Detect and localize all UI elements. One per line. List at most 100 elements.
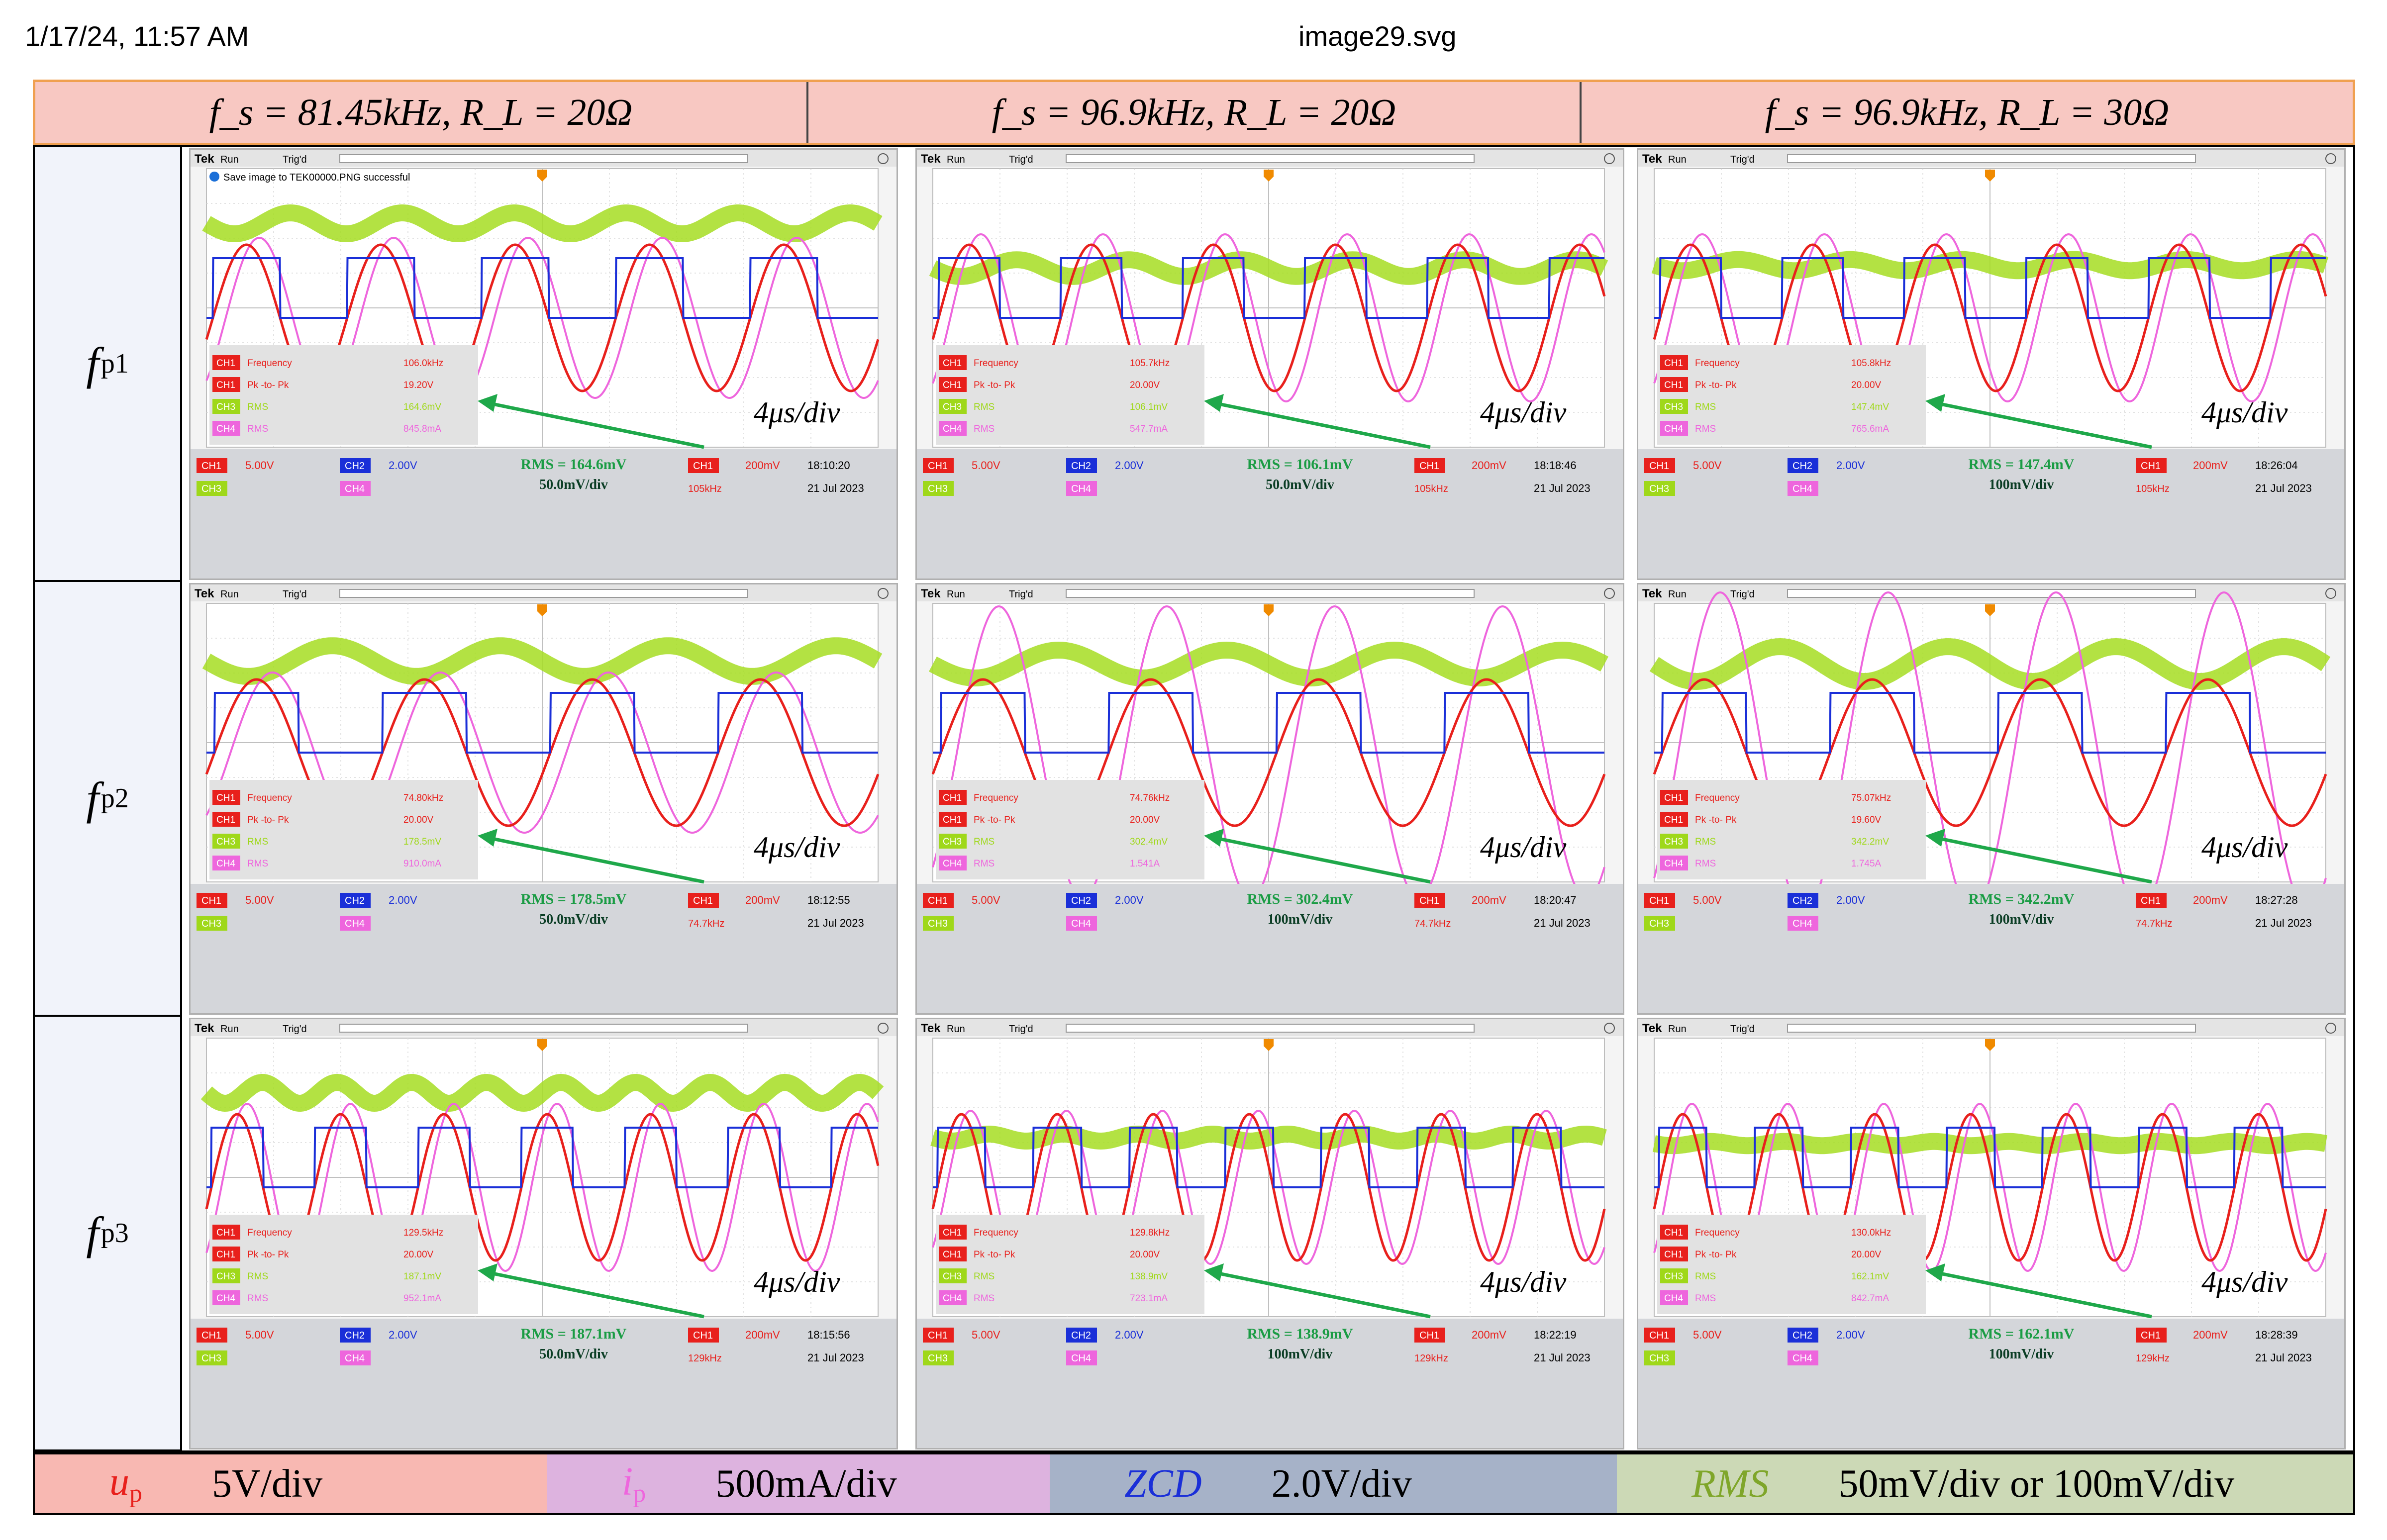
measure-value-freq: 105.7kHz [1130, 358, 1170, 369]
scope-run-status: Run [1668, 1024, 1687, 1035]
channel-tag [1066, 893, 1097, 908]
trigger-frequency: 129kHz [688, 1353, 722, 1364]
trigger-frequency: 74.7kHz [1414, 918, 1451, 929]
channel-tag [1066, 1328, 1097, 1343]
ch2-scale: 2.00V [389, 894, 417, 906]
scope-bottom-bar [917, 449, 1623, 578]
time-div-label: 4μs/div [754, 1265, 840, 1298]
scope-run-status: Run [220, 154, 239, 165]
help-icon [878, 588, 889, 599]
trigger-marker-icon [1985, 604, 1995, 616]
help-icon [2325, 153, 2336, 164]
measure-label-pkpk: Pk -to- Pk [247, 1250, 289, 1260]
channel-tag [1066, 916, 1097, 931]
measure-label-freq: Frequency [974, 358, 1018, 369]
channel-tag [1660, 812, 1688, 827]
channel-tag [212, 399, 240, 414]
measure-label-pkpk: Pk -to- Pk [247, 380, 289, 390]
channel-tag [1414, 458, 1445, 473]
measure-value-freq: 74.76kHz [1130, 793, 1170, 803]
scope-panel-r1-c1: Tek Run Trig'd Save image to TEK00000.PNG s… [189, 148, 898, 580]
rms-arrow-line [1932, 400, 2152, 449]
time-div-label: 4μs/div [1480, 831, 1567, 864]
channel-tag-label: CH1 [928, 895, 948, 906]
scope-panel-r2-c2: Tek Run Trig'd CH1 Frequency 74.76kHz CH1 Pk -t… [915, 583, 1624, 1015]
scope-brand: Tek [921, 152, 941, 166]
trigger-frequency: 129kHz [2136, 1353, 2170, 1364]
channel-tag-label: CH2 [345, 1330, 365, 1341]
rms-waveform [202, 204, 883, 243]
scope-panel-r2-c1: Tek Run Trig'd CH1 Frequency 74.80kHz CH1 Pk -t… [189, 583, 898, 1015]
legend-scale: 50mV/div or 100mV/div [1838, 1461, 2235, 1506]
voltage-waveform [1653, 1113, 2327, 1262]
measure-value-rms-i: 547.7mA [1130, 424, 1168, 434]
rms-waveform [929, 251, 1608, 285]
trigger-frequency: 105kHz [688, 483, 722, 494]
column-header-1: f_s = 81.45kHz, R_L = 20Ω [35, 82, 808, 143]
measure-label-rms-i: RMS [1695, 1293, 1716, 1304]
measure-value-rms-i: 723.1mA [1130, 1293, 1168, 1304]
measure-label-rms-i: RMS [247, 1293, 268, 1304]
channel-tag-label: CH1 [2141, 1330, 2161, 1341]
save-message: Save image to TEK00000.PNG successful [223, 172, 410, 183]
channel-tag-label: CH4 [1071, 1353, 1091, 1364]
scope-record-bar [1787, 589, 2196, 598]
channel-tag-label: CH1 [1649, 1330, 1669, 1341]
channel-tag-label: CH3 [201, 483, 221, 494]
channel-tag-label: CH1 [216, 793, 235, 803]
channel-tag [1788, 1350, 1818, 1365]
channel-tag [197, 893, 227, 908]
capture-time: 18:10:20 [807, 459, 850, 472]
rms-arrow-head [1925, 394, 1945, 412]
scope-brand: Tek [1642, 587, 1662, 600]
channel-tag-label: CH3 [943, 837, 962, 847]
rms-waveform [1651, 251, 2329, 280]
channel-tag [1066, 1350, 1097, 1365]
channel-tag [212, 355, 240, 370]
measurement-box [209, 345, 478, 445]
rms-arrow-head [1925, 1263, 1945, 1281]
ch1-scale: 5.00V [245, 1329, 274, 1341]
trigger-level: 200mV [2193, 459, 2228, 472]
row-label-sub: p3 [100, 1218, 129, 1249]
scope-brand: Tek [195, 152, 214, 166]
scope-grid: f p1 f p2 f p3 Tek Run Trig'd Save image to TEK00… [33, 145, 2355, 1452]
channel-tag-label: CH1 [928, 461, 948, 472]
rms-div-label: 50.0mV/div [539, 912, 608, 927]
trigger-frequency: 105kHz [1414, 483, 1448, 494]
scope-trig-status: Trig'd [1009, 1024, 1033, 1035]
scope-trig-status: Trig'd [283, 589, 307, 600]
measure-label-freq: Frequency [1695, 358, 1740, 369]
channel-tag-label: CH1 [943, 358, 962, 369]
channel-tag [923, 1350, 954, 1365]
measure-label-rms-i: RMS [1695, 859, 1716, 869]
channel-tag-label: CH1 [1649, 895, 1669, 906]
channel-tag-label: CH3 [928, 1353, 948, 1364]
rms-div-label: 100mV/div [1989, 477, 2054, 492]
scope-record-bar [1066, 1024, 1475, 1033]
scope-svg: Tek Run Trig'd CH1 Frequency 129.8kHz CH1 Pk -t… [917, 1019, 1623, 1448]
channel-tag-label: CH1 [216, 380, 235, 390]
scope-panel-r3-c3: Tek Run Trig'd CH1 Frequency 130.0kHz CH1 Pk -t… [1637, 1018, 2346, 1449]
scope-trig-status: Trig'd [283, 154, 307, 165]
trigger-level: 200mV [1472, 459, 1506, 472]
row-label-1: f p1 [35, 147, 182, 582]
ch1-scale: 5.00V [245, 459, 274, 472]
rms-arrow-line [485, 1270, 704, 1319]
zcd-waveform [1654, 1127, 2326, 1188]
current-waveform [1653, 1102, 2327, 1272]
capture-time: 18:12:55 [807, 894, 850, 906]
measure-value-rms-v: 342.2mV [1851, 837, 1889, 847]
channel-tag-label: CH3 [216, 837, 235, 847]
capture-time: 18:26:04 [2255, 459, 2298, 472]
channel-tag [212, 1268, 240, 1283]
measure-label-rms-v: RMS [974, 402, 995, 412]
channel-tag-label: CH3 [943, 402, 962, 412]
measure-value-pkpk: 20.00V [1130, 815, 1160, 825]
measure-value-rms-v: 164.6mV [403, 402, 441, 412]
channel-tag [688, 1328, 719, 1343]
measure-value-rms-i: 842.7mA [1851, 1293, 1889, 1304]
scope-svg: Tek Run Trig'd CH1 Frequency 130.0kHz CH1 Pk -t… [1638, 1019, 2344, 1448]
channel-tag-label: CH1 [201, 895, 221, 906]
scope-record-bar [339, 154, 748, 163]
